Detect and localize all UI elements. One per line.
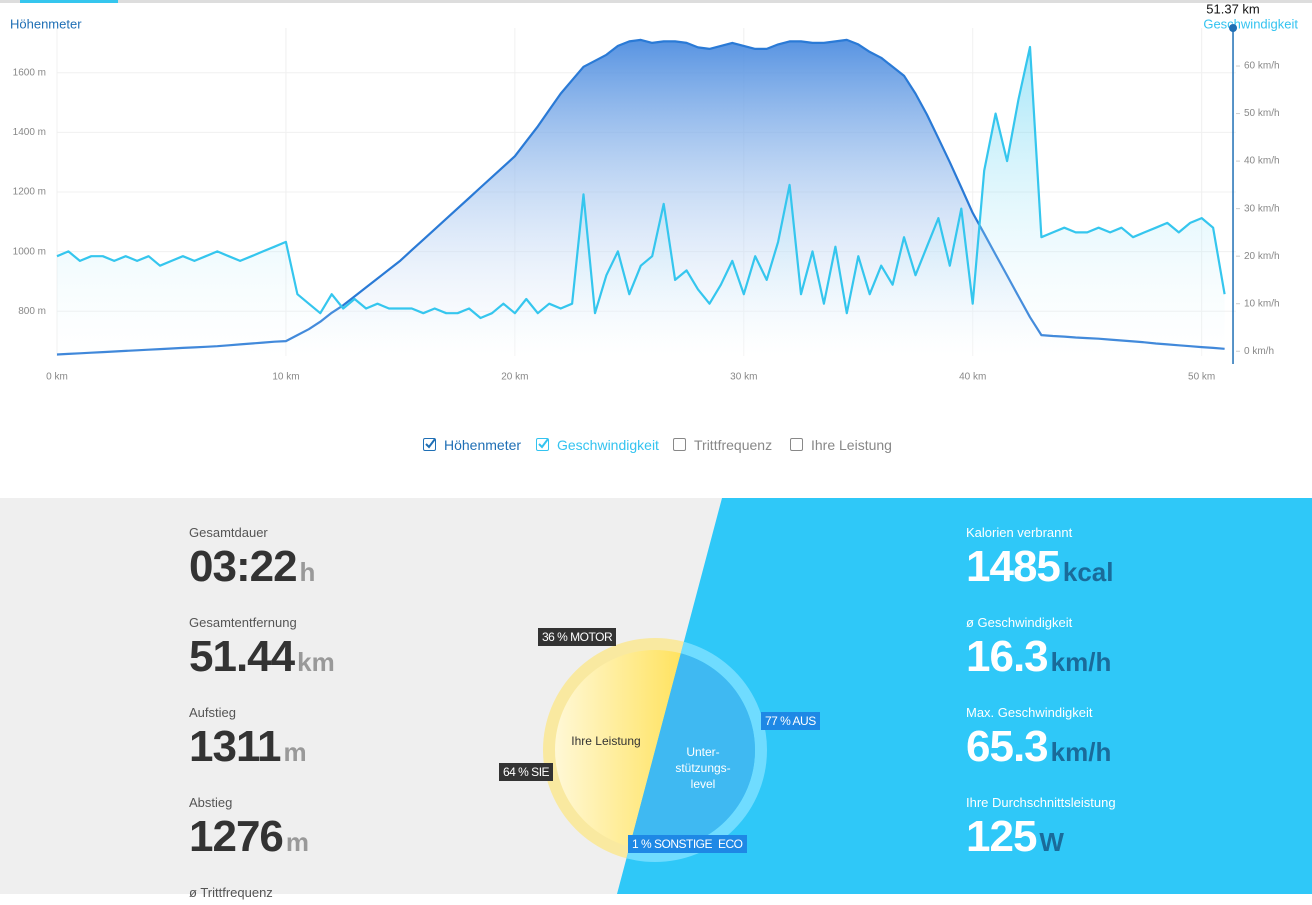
stat-label: Aufstieg — [189, 705, 236, 720]
stat-label: Ihre Durchschnittsleistung — [966, 795, 1116, 810]
x-tick-label: 30 km — [730, 372, 757, 383]
stat: ø Trittfrequenz — [189, 886, 273, 905]
y2-axis-title: Geschwindigkeit — [1203, 16, 1298, 31]
legend-item[interactable]: Höhenmeter — [423, 437, 521, 453]
y-tick-label: 1600 m — [13, 67, 46, 78]
stat-label: Kalorien verbrannt — [966, 525, 1073, 540]
stat-unit: kcal — [1062, 557, 1114, 587]
legend-label: Geschwindigkeit — [557, 437, 659, 453]
tag-other: 1 % SONSTIGE — [628, 835, 717, 853]
y2-tick-label: 20 km/h — [1244, 251, 1280, 262]
stat-value: 1485 — [966, 542, 1061, 591]
y-tick-label: 1400 m — [13, 127, 46, 138]
y-axis-title: Höhenmeter — [10, 16, 82, 31]
top-bar — [0, 0, 1312, 3]
tag-you: 64 % SIE — [499, 763, 554, 781]
stat: Ihre Durchschnittsleistung 125 W — [966, 796, 1116, 859]
stat-label: ø Trittfrequenz — [189, 885, 273, 900]
x-tick-label: 10 km — [272, 372, 299, 383]
y2-tick-label: 30 km/h — [1244, 203, 1280, 214]
blue-panel — [617, 498, 1312, 894]
legend-label: Trittfrequenz — [694, 437, 773, 453]
active-tab[interactable] — [20, 0, 118, 3]
y2-tick-label: 40 km/h — [1244, 156, 1280, 167]
legend-item[interactable]: Geschwindigkeit — [536, 437, 659, 453]
line — [56, 45, 1226, 320]
stat-label: Max. Geschwindigkeit — [966, 705, 1093, 720]
area — [57, 47, 1225, 356]
tag-eco: ECO — [714, 835, 747, 853]
stat-label: Abstieg — [189, 795, 233, 810]
y2-tick-label: 10 km/h — [1244, 298, 1280, 309]
legend-item[interactable]: Ihre Leistung — [790, 437, 892, 453]
chart: 800 m 1000 m 1200 m 1400 m 1600 m 0 km 10 km 20… — [10, 1, 1298, 382]
stat: Gesamtentfernung 51.44 km — [189, 616, 335, 679]
y2-tick-label: 50 km/h — [1244, 108, 1280, 119]
x-tick-label: 50 km — [1188, 372, 1215, 383]
x-tick-label: 20 km — [501, 372, 528, 383]
stat: Gesamtdauer 03:22 h — [189, 526, 315, 589]
y-tick-label: 1000 m — [13, 246, 46, 257]
stat-unit: m — [283, 737, 307, 767]
stat-unit: km/h — [1050, 647, 1112, 677]
x-tick-label: 0 km — [46, 372, 68, 383]
stat: Abstieg 1276 m — [189, 796, 309, 859]
stat-unit: W — [1039, 827, 1064, 857]
stat-value: 125 — [966, 812, 1037, 861]
y2-tick-label: 60 km/h — [1244, 61, 1280, 72]
tag-motor: 36 % MOTOR — [538, 628, 617, 646]
stat: Kalorien verbrannt 1485 kcal — [966, 526, 1114, 589]
y-tick-label: 1200 m — [13, 187, 46, 198]
legend-label: Ihre Leistung — [811, 437, 892, 453]
stat-value: 03:22 — [189, 542, 298, 591]
stat: ø Geschwindigkeit 16.3 km/h — [966, 616, 1111, 679]
stat-label: ø Geschwindigkeit — [966, 615, 1073, 630]
stat: Aufstieg 1311 m — [189, 706, 307, 769]
stat-unit: km — [297, 647, 335, 677]
tag-off: 77 % AUS — [761, 712, 820, 730]
legend-label: Höhenmeter — [444, 437, 522, 453]
stat: Max. Geschwindigkeit 65.3 km/h — [966, 706, 1111, 769]
y-tick-label: 800 m — [18, 306, 46, 317]
cursor-dot — [1229, 24, 1238, 32]
stat-value: 1276 — [189, 812, 284, 861]
donut-left-label: Ihre Leistung — [571, 734, 640, 748]
x-tick-label: 40 km — [959, 372, 986, 383]
legend-item[interactable]: Trittfrequenz — [673, 437, 772, 453]
stat-unit: h — [299, 557, 316, 587]
donut-right-label: Unter-stützungs-level — [675, 745, 731, 791]
stat-unit: km/h — [1050, 737, 1112, 767]
stat-value: 16.3 — [966, 632, 1049, 681]
stat-unit: m — [285, 827, 310, 857]
y2-tick-label: 0 km/h — [1244, 346, 1274, 357]
stat-label: Gesamtdauer — [189, 525, 268, 540]
cursor-label: 51.37 km — [1206, 1, 1259, 16]
stat-value: 1311 — [189, 722, 281, 771]
stat-value: 51.44 — [189, 632, 295, 681]
stat-label: Gesamtentfernung — [189, 615, 297, 630]
stat-value: 65.3 — [966, 722, 1049, 771]
